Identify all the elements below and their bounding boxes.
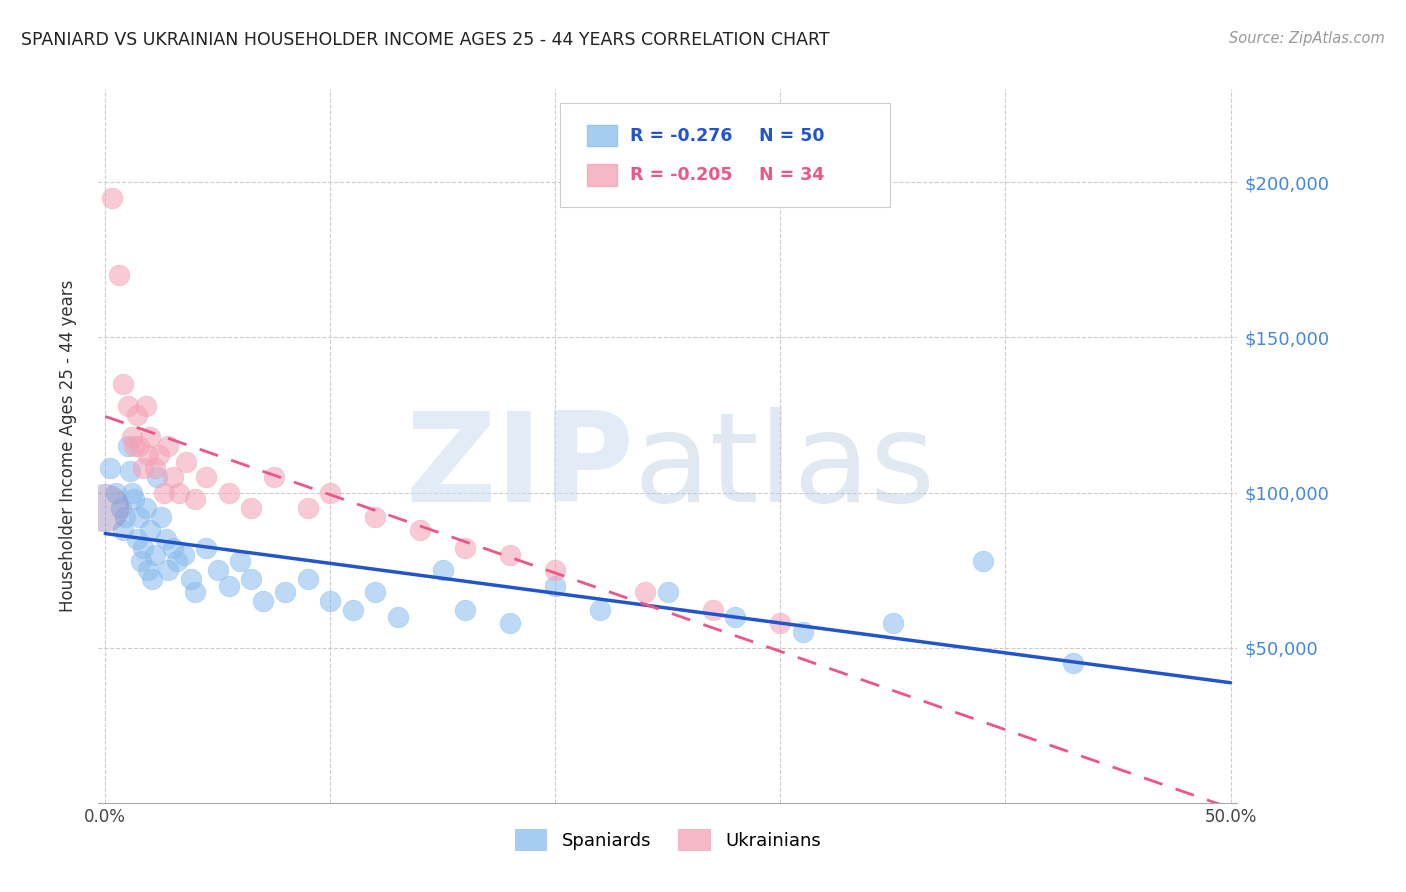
Point	[124, 491, 146, 506]
Point	[702, 603, 724, 617]
Point	[319, 594, 342, 608]
Point	[136, 563, 159, 577]
Point	[139, 430, 162, 444]
Point	[135, 399, 157, 413]
Point	[274, 584, 297, 599]
Point	[1062, 656, 1084, 670]
Point	[132, 541, 155, 556]
Point	[117, 399, 139, 413]
Point	[387, 609, 409, 624]
Point	[148, 448, 170, 462]
Point	[112, 523, 135, 537]
Point	[139, 523, 162, 537]
Point	[364, 510, 387, 524]
Point	[125, 532, 148, 546]
Point	[207, 563, 229, 577]
Point	[121, 430, 143, 444]
Point	[128, 510, 150, 524]
Point	[110, 501, 132, 516]
Point	[218, 485, 240, 500]
Point	[152, 485, 174, 500]
Text: ZIP: ZIP	[405, 407, 634, 528]
Point	[125, 408, 148, 422]
Point	[94, 501, 117, 516]
Point	[589, 603, 612, 617]
Text: Source: ZipAtlas.com: Source: ZipAtlas.com	[1229, 31, 1385, 46]
Point	[454, 541, 477, 556]
Point	[499, 548, 522, 562]
Point	[240, 501, 263, 516]
Point	[98, 460, 121, 475]
Point	[166, 554, 188, 568]
Point	[117, 439, 139, 453]
Point	[146, 470, 169, 484]
Point	[118, 464, 141, 478]
Point	[724, 609, 747, 624]
Point	[180, 573, 202, 587]
Point	[229, 554, 252, 568]
Point	[792, 625, 814, 640]
Point	[657, 584, 679, 599]
Point	[129, 554, 152, 568]
Point	[454, 603, 477, 617]
Point	[162, 470, 184, 484]
Point	[184, 491, 207, 506]
Point	[169, 485, 191, 500]
Text: N = 34: N = 34	[759, 166, 824, 184]
Point	[135, 501, 157, 516]
Point	[218, 579, 240, 593]
Point	[263, 470, 285, 484]
Text: R = -0.276: R = -0.276	[630, 127, 733, 145]
Point	[240, 573, 263, 587]
Point	[157, 563, 180, 577]
Point	[252, 594, 274, 608]
Text: R = -0.205: R = -0.205	[630, 166, 733, 184]
Y-axis label: Householder Income Ages 25 - 44 years: Householder Income Ages 25 - 44 years	[59, 280, 77, 612]
Point	[174, 454, 197, 468]
Point	[342, 603, 364, 617]
Point	[155, 532, 177, 546]
Point	[141, 573, 163, 587]
Point	[132, 460, 155, 475]
Bar	[586, 164, 617, 186]
Point	[107, 268, 129, 283]
Text: N = 50: N = 50	[759, 127, 824, 145]
Bar	[586, 125, 617, 146]
Point	[972, 554, 994, 568]
Point	[184, 584, 207, 599]
Point	[128, 439, 150, 453]
Point	[297, 501, 319, 516]
Point	[195, 541, 218, 556]
Point	[114, 510, 136, 524]
FancyBboxPatch shape	[560, 103, 890, 207]
Text: SPANIARD VS UKRAINIAN HOUSEHOLDER INCOME AGES 25 - 44 YEARS CORRELATION CHART: SPANIARD VS UKRAINIAN HOUSEHOLDER INCOME…	[21, 31, 830, 49]
Point	[432, 563, 454, 577]
Point	[101, 191, 124, 205]
Point	[157, 439, 180, 453]
Point	[769, 615, 792, 630]
Point	[544, 579, 567, 593]
Point	[634, 584, 657, 599]
Point	[105, 485, 128, 500]
Point	[136, 448, 159, 462]
Point	[143, 460, 166, 475]
Point	[162, 541, 184, 556]
Point	[297, 573, 319, 587]
Point	[319, 485, 342, 500]
Point	[409, 523, 432, 537]
Point	[364, 584, 387, 599]
Point	[544, 563, 567, 577]
Legend: Spaniards, Ukrainians: Spaniards, Ukrainians	[508, 822, 828, 858]
Point	[112, 376, 135, 391]
Text: atlas: atlas	[634, 407, 936, 528]
Point	[173, 548, 195, 562]
Point	[121, 485, 143, 500]
Point	[143, 548, 166, 562]
Point	[499, 615, 522, 630]
Point	[195, 470, 218, 484]
Point	[124, 439, 146, 453]
Point	[150, 510, 173, 524]
Point	[882, 615, 904, 630]
